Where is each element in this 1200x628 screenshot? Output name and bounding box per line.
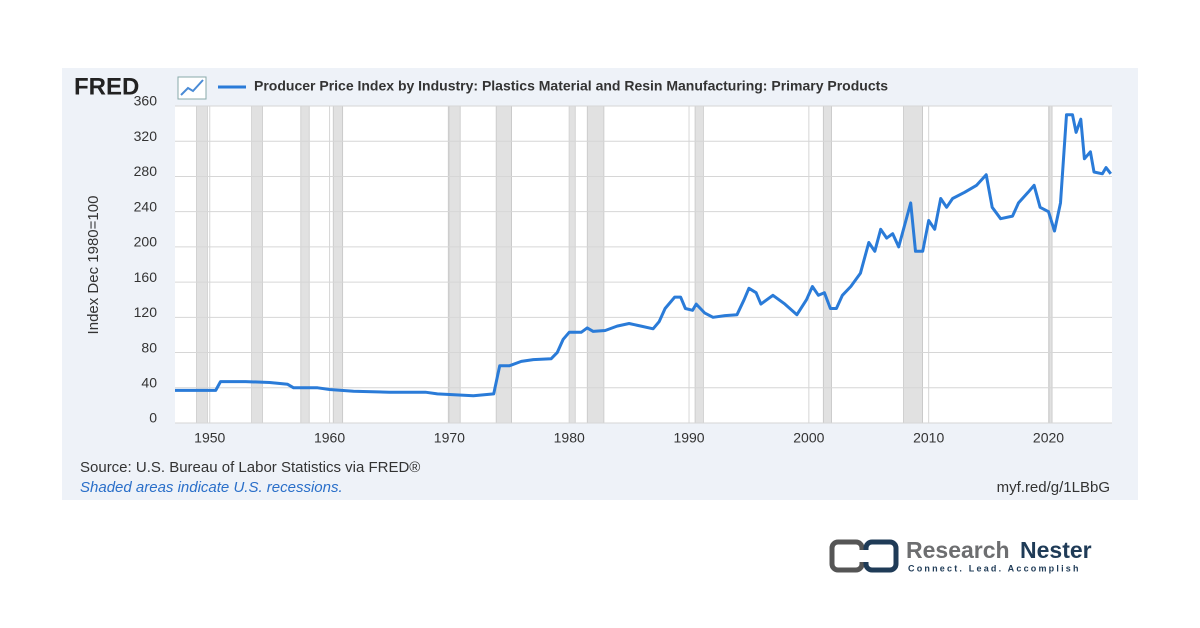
recession-band <box>822 105 832 424</box>
logo-tagline: Connect. Lead. Accomplish <box>908 563 1081 573</box>
x-tick-label: 1980 <box>554 430 585 446</box>
x-tick-label: 2000 <box>793 430 824 446</box>
recession-band <box>251 105 263 424</box>
x-tick-label: 1990 <box>673 430 704 446</box>
recession-band <box>447 105 461 424</box>
url: myf.red/g/1LBbG <box>997 479 1110 496</box>
logo-icon <box>829 539 899 573</box>
y-tick-label: 240 <box>134 198 158 214</box>
data-line <box>175 113 1112 398</box>
recession-band <box>586 105 605 424</box>
y-tick-label: 360 <box>134 93 158 109</box>
logo-name-light: Research <box>906 537 1010 563</box>
recession-band <box>300 105 310 424</box>
brand: FRED <box>74 73 139 100</box>
recession-band <box>903 105 923 424</box>
y-axis-label: Index Dec 1980=100 <box>85 196 102 335</box>
recession-band <box>1049 105 1053 424</box>
source: Source: U.S. Bureau of Labor Statistics … <box>80 459 420 476</box>
recession-band <box>196 105 208 424</box>
y-tick-label: 120 <box>134 304 158 320</box>
recession-band <box>568 105 576 424</box>
x-tick-label: 1970 <box>434 430 465 446</box>
x-tick-label: 2010 <box>913 430 944 446</box>
y-tick-label: 280 <box>134 163 158 179</box>
x-tick-label: 1950 <box>194 430 225 446</box>
legend-label: Producer Price Index by Industry: Plasti… <box>254 78 888 94</box>
y-tick-label: 160 <box>134 269 158 285</box>
logo-name-dark: Nester <box>1020 537 1092 563</box>
plot-area <box>175 106 1112 423</box>
y-tick-label: 200 <box>134 234 158 250</box>
brand-icon <box>177 76 207 100</box>
recession-band <box>332 105 344 424</box>
x-tick-label: 2020 <box>1033 430 1064 446</box>
y-tick-label: 40 <box>141 374 157 390</box>
y-tick-label: 320 <box>134 128 158 144</box>
recession-note: Shaded areas indicate U.S. recessions. <box>80 479 343 496</box>
recession-band <box>694 105 704 424</box>
x-tick-label: 1960 <box>314 430 345 446</box>
y-tick-label: 80 <box>141 339 157 355</box>
y-tick-label: 0 <box>149 410 157 426</box>
